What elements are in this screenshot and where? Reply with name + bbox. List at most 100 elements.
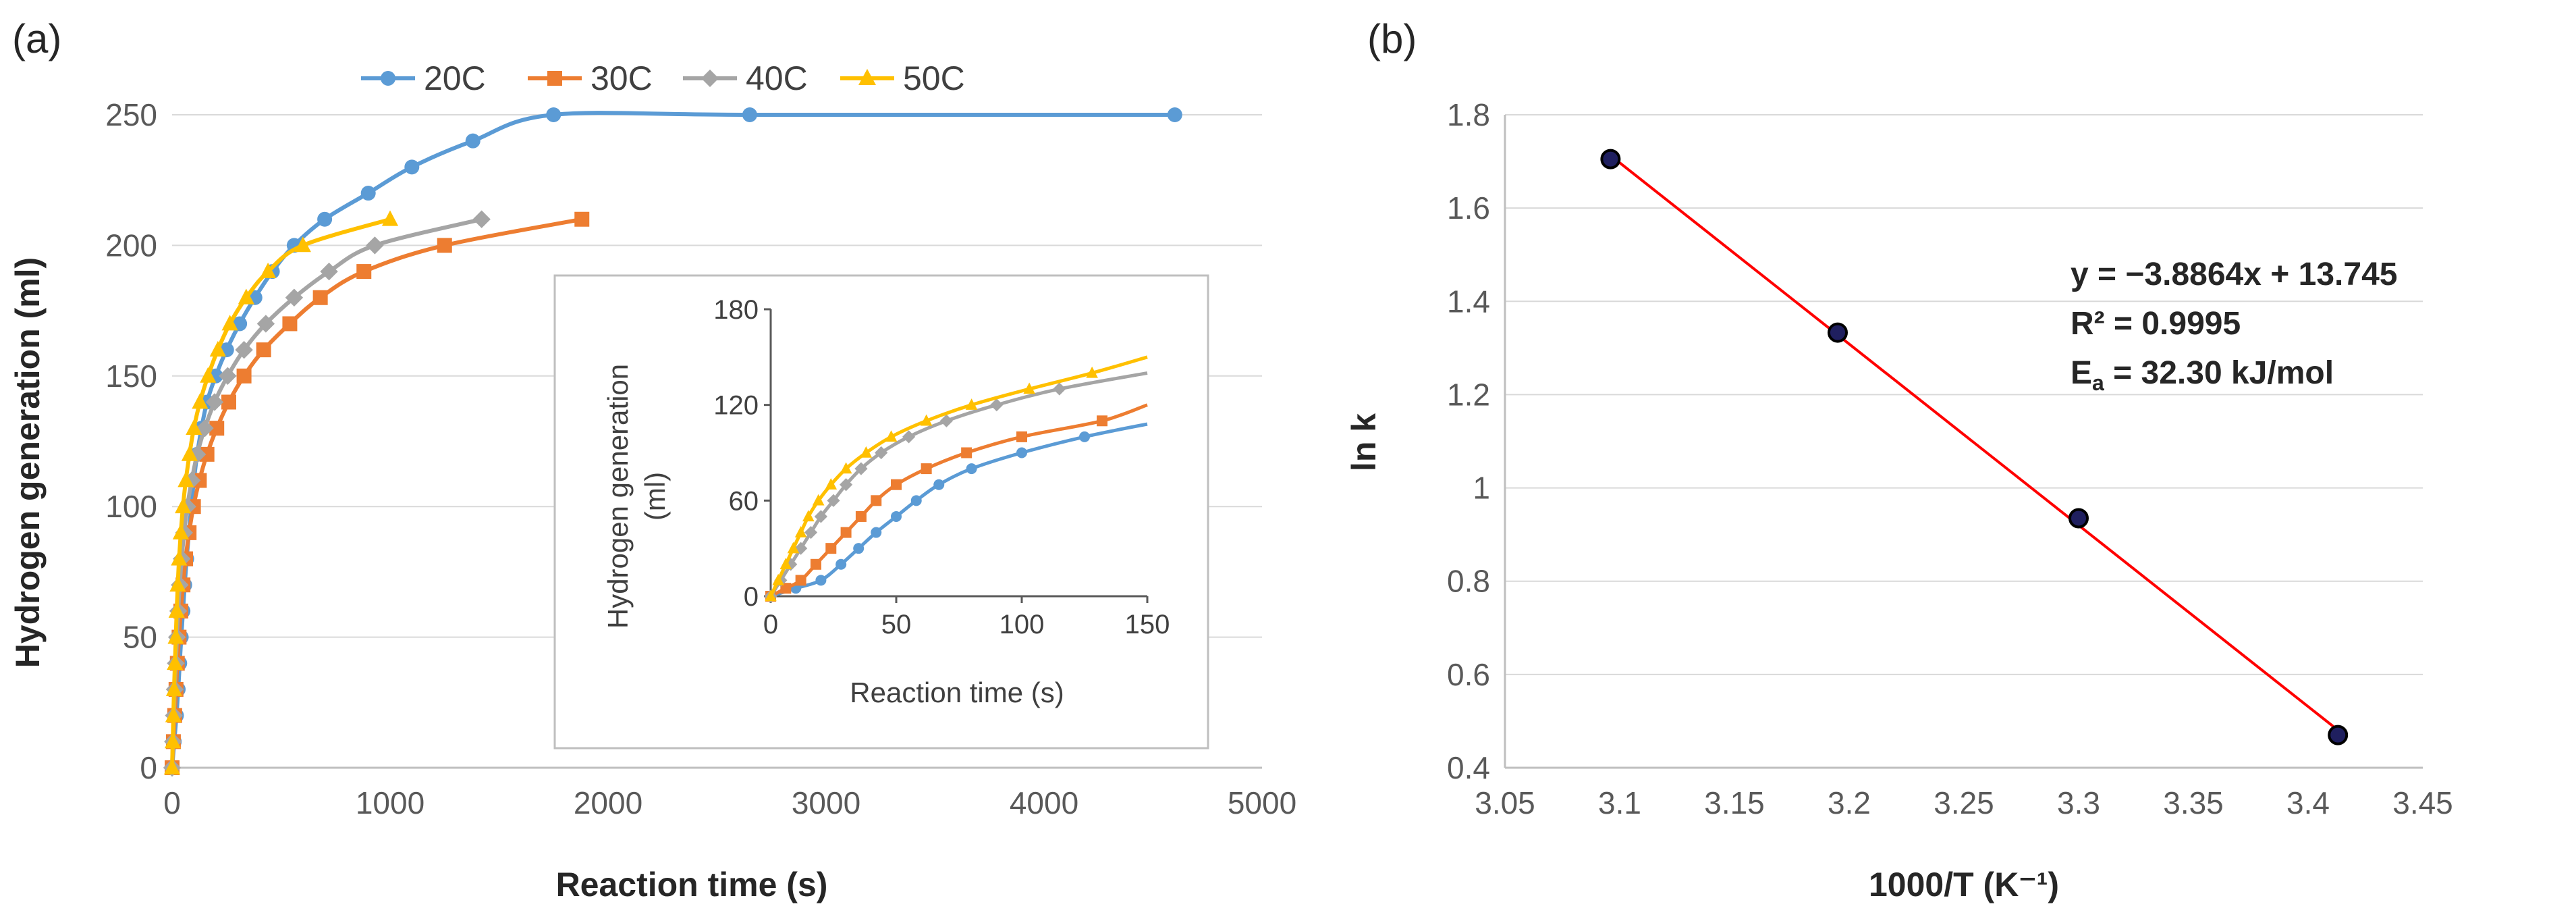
inset-data-point — [840, 478, 853, 492]
legend-item-20c[interactable]: 20C — [361, 59, 486, 97]
inset-data-point — [910, 495, 922, 506]
panel-a-x-tick-label: 0 — [163, 785, 181, 820]
inset-data-point — [1016, 447, 1027, 458]
legend-marker-square-icon — [547, 71, 562, 86]
inset-data-point — [920, 414, 933, 426]
legend-item-50c[interactable]: 50C — [840, 59, 965, 97]
inset-data-point — [1079, 431, 1090, 442]
data-point — [742, 107, 757, 122]
data-point — [209, 340, 226, 357]
inset-data-point — [961, 447, 972, 458]
inset-data-point — [854, 462, 868, 475]
data-point — [192, 393, 209, 409]
panel-a-y-tick-label: 50 — [123, 620, 157, 655]
inset-data-point — [810, 558, 821, 570]
data-point — [381, 210, 399, 226]
data-point — [219, 367, 237, 385]
data-point — [294, 236, 311, 253]
inset-series-20c — [765, 422, 1148, 602]
data-point — [196, 419, 214, 438]
inset-data-point — [1053, 382, 1066, 396]
inset-data-point — [765, 589, 777, 602]
panel-b-x-axis-title: 1000/T (K⁻¹) — [1869, 866, 2059, 903]
panel-b-x-tick-label: 3.1 — [1598, 785, 1641, 820]
data-point — [1167, 107, 1182, 122]
inset-x-tick-labels: 0 50 100 150 — [763, 610, 1170, 639]
inset-y-tick-label: 60 — [729, 486, 759, 516]
inset-series-50c — [765, 355, 1148, 602]
legend-label-50c: 50C — [903, 59, 965, 97]
panel-b-y-tick-label: 1.2 — [1447, 377, 1490, 412]
legend-item-30c[interactable]: 30C — [528, 59, 653, 97]
panel-a-x-tick-label: 5000 — [1228, 785, 1296, 820]
panel-b-label: (b) — [1367, 16, 1417, 61]
panel-b-x-tick-label: 3.45 — [2392, 785, 2453, 820]
panel-a-legend[interactable]: 20C 30C 40C 50C — [361, 59, 965, 97]
inset-data-point — [933, 479, 945, 490]
panel-a-x-tick-label: 2000 — [574, 785, 642, 820]
legend-marker-circle-icon — [381, 71, 395, 86]
inset-data-point — [835, 558, 847, 570]
panel-a-y-tick-label: 100 — [105, 489, 157, 524]
legend-marker-triangle-icon — [858, 69, 876, 85]
data-point — [356, 264, 372, 280]
data-point — [171, 550, 188, 566]
inset-data-point — [855, 510, 867, 522]
inset-data-point — [825, 543, 837, 554]
fit-equation: y = −3.8864x + 13.745 — [2071, 257, 2397, 292]
panel-b-y-tick-label: 1.4 — [1447, 284, 1490, 319]
panel-b-y-tick-label: 0.8 — [1447, 564, 1490, 599]
inset-x-tick-label: 150 — [1125, 610, 1170, 639]
inset-series — [764, 355, 1148, 603]
panel-a-y-tick-labels: 0 50 100 150 200 250 — [105, 97, 157, 785]
data-point — [260, 262, 277, 278]
panel-a-x-tick-label: 3000 — [792, 785, 860, 820]
panel-b-points — [1600, 149, 2349, 745]
panel-b-x-tick-label: 3.35 — [2163, 785, 2224, 820]
data-point — [167, 654, 184, 671]
inset-x-axis-title: Reaction time (s) — [850, 677, 1064, 708]
data-point — [177, 471, 194, 488]
panel-b-fit-line — [1610, 154, 2339, 731]
panel-b-x-tick-label: 3.3 — [2057, 785, 2100, 820]
data-point — [235, 340, 253, 359]
legend-label-20c: 20C — [424, 59, 486, 97]
inset-data-point — [875, 446, 888, 460]
inset-data-point — [966, 463, 977, 475]
panel-b-x-tick-label: 3.15 — [1704, 785, 1765, 820]
panel-b: (b) 0.40.60.811.21.41.61.8 3.05 3.1 3.15 3.… — [1345, 16, 2453, 903]
inset-data-point — [802, 510, 815, 522]
inset-data-point — [827, 494, 840, 507]
data-point — [404, 159, 420, 175]
panel-b-x-tick-labels: 3.05 3.1 3.15 3.2 3.25 3.3 3.35 3.4 3.45 — [1475, 785, 2453, 820]
inset-data-point — [860, 446, 873, 458]
inset-y-tick-label: 180 — [713, 295, 759, 325]
inset-data-point — [891, 510, 902, 522]
data-point — [312, 290, 328, 305]
panel-b-axes — [1504, 115, 2423, 769]
panel-b-y-tick-label: 0.6 — [1447, 657, 1490, 692]
legend-item-40c[interactable]: 40C — [683, 59, 808, 97]
inset-data-point — [1097, 415, 1108, 427]
data-point — [165, 706, 182, 723]
panel-a-y-tick-label: 250 — [105, 97, 157, 132]
data-point — [221, 394, 236, 410]
inset-data-point — [812, 494, 825, 506]
legend-label-30c: 30C — [591, 59, 653, 97]
data-point — [574, 211, 590, 227]
series-50c — [163, 210, 399, 774]
inset-data-point — [921, 463, 932, 475]
panel-a-x-axis-title: Reaction time (s) — [556, 866, 828, 903]
panel-b-x-tick-label: 3.05 — [1475, 785, 1535, 820]
panel-b-x-tick-label: 3.25 — [1934, 785, 1994, 820]
inset-data-point — [804, 525, 818, 540]
panel-a-x-tick-labels: 0 1000 2000 3000 4000 5000 — [163, 785, 1296, 820]
fit-r-squared: R² = 0.9995 — [2071, 306, 2241, 342]
activation-energy: Ea = 32.30 kJ/mol — [2071, 355, 2334, 395]
data-point — [360, 186, 376, 201]
data-point — [167, 628, 184, 644]
data-point — [1828, 322, 1848, 343]
inset-data-point — [840, 462, 852, 474]
data-point — [181, 445, 198, 461]
